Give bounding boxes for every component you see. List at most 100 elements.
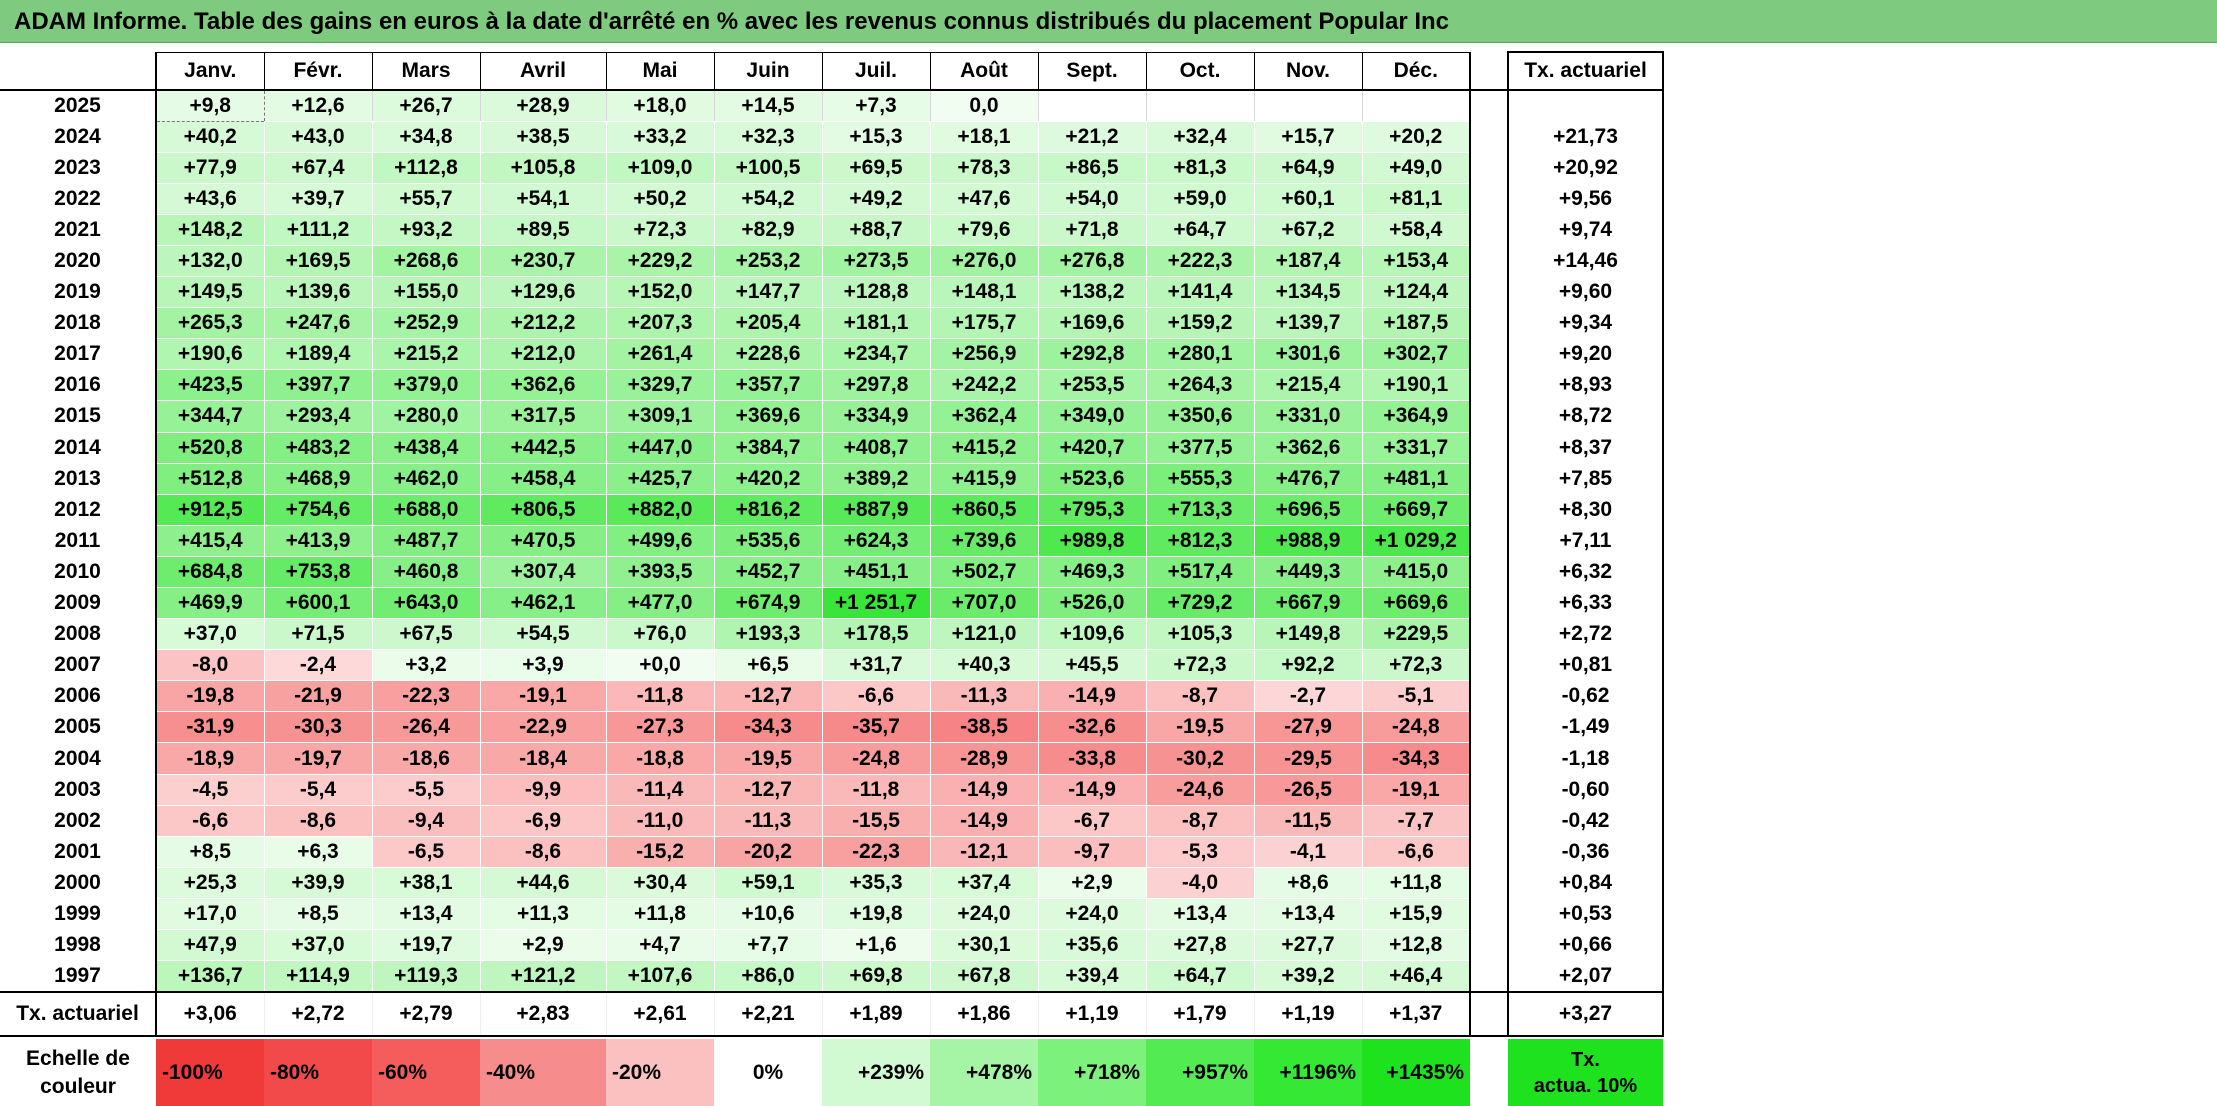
value-cell: -6,6: [1362, 836, 1471, 868]
value-cell: +124,4: [1362, 276, 1471, 309]
value-cell: -15,5: [822, 805, 931, 837]
value-cell: +28,9: [480, 88, 607, 122]
value-cell: -35,7: [822, 711, 931, 744]
value-cell: +297,8: [822, 369, 931, 402]
value-cell: +415,4: [156, 525, 265, 557]
value-cell: +415,2: [930, 432, 1039, 464]
value-cell: +67,2: [1254, 214, 1363, 246]
column-gap: [1469, 680, 1509, 712]
value-cell: -9,4: [372, 805, 481, 837]
value-cell: -9,7: [1038, 836, 1147, 868]
value-cell: -19,8: [156, 680, 265, 713]
value-cell: +14,5: [714, 88, 823, 122]
value-cell: +13,4: [1254, 898, 1363, 931]
value-cell: +397,7: [264, 369, 373, 402]
table-row: 2023 +77,9 +67,4 +112,8 +105,8 +109,0 +100,5 +6…: [0, 152, 1664, 184]
value-cell: +78,3: [930, 152, 1039, 184]
value-cell: -34,3: [714, 711, 823, 744]
value-cell: +147,7: [714, 276, 823, 309]
value-cell: +256,9: [930, 338, 1039, 371]
value-cell: +253,2: [714, 245, 823, 278]
value-cell: +46,4: [1362, 960, 1471, 993]
value-cell: +1 251,7: [822, 587, 931, 620]
value-cell: +39,2: [1254, 960, 1363, 993]
column-gap: [1469, 805, 1509, 837]
value-cell: +64,7: [1146, 960, 1255, 993]
tx-actuariel-header: Tx. actuariel: [1507, 51, 1664, 91]
value-cell: +517,4: [1146, 556, 1255, 589]
value-cell: +12,8: [1362, 929, 1471, 962]
scale-swatch: -60%: [372, 1039, 480, 1106]
value-cell: +882,0: [606, 494, 715, 526]
value-cell: +230,7: [480, 245, 607, 278]
value-cell: +35,6: [1038, 929, 1147, 962]
column-gap: [1469, 929, 1509, 961]
value-cell: +229,5: [1362, 618, 1471, 651]
value-cell: +261,4: [606, 338, 715, 371]
value-cell: +49,2: [822, 183, 931, 215]
value-cell: +369,6: [714, 400, 823, 433]
value-cell: +58,4: [1362, 214, 1471, 246]
value-cell: +753,8: [264, 556, 373, 589]
value-cell: +26,7: [372, 88, 481, 122]
value-cell: +54,5: [480, 618, 607, 651]
footer-value: +2,72: [264, 990, 373, 1037]
value-cell: -21,9: [264, 680, 373, 713]
value-cell: +7,7: [714, 929, 823, 962]
value-cell: +187,4: [1254, 245, 1363, 278]
value-cell: +331,0: [1254, 400, 1363, 433]
table-row: 2025 +9,8 +12,6 +26,7 +28,9 +18,0 +14,5 +7,3 0,0: [0, 88, 1664, 122]
value-cell: +189,4: [264, 338, 373, 371]
value-cell: -19,5: [1146, 711, 1255, 744]
value-cell: +107,6: [606, 960, 715, 993]
value-cell: -4,0: [1146, 867, 1255, 899]
value-cell: +462,0: [372, 463, 481, 495]
value-cell: +989,8: [1038, 525, 1147, 557]
month-header: Févr.: [263, 51, 373, 91]
value-cell: +754,6: [264, 494, 373, 526]
value-cell: +44,6: [480, 867, 607, 899]
value-cell: +523,6: [1038, 463, 1147, 495]
value-cell: +178,5: [822, 618, 931, 651]
value-cell: -12,1: [930, 836, 1039, 868]
tx-actuariel-cell: +6,32: [1508, 556, 1664, 588]
value-cell: [1362, 88, 1471, 122]
value-cell: -26,4: [372, 711, 481, 744]
value-cell: +413,9: [264, 525, 373, 557]
value-cell: -6,5: [372, 836, 481, 868]
value-cell: +988,9: [1254, 525, 1363, 557]
value-cell: +69,5: [822, 152, 931, 184]
value-cell: -14,9: [1038, 680, 1147, 713]
column-gap: [1469, 52, 1509, 90]
value-cell: +139,7: [1254, 307, 1363, 340]
corner-cell: [0, 52, 157, 90]
value-cell: +71,8: [1038, 214, 1147, 246]
value-cell: -28,9: [930, 742, 1039, 775]
column-gap: [1469, 494, 1509, 526]
value-cell: +10,6: [714, 898, 823, 931]
value-cell: +109,6: [1038, 618, 1147, 651]
column-gap: [1469, 898, 1509, 930]
value-cell: +362,4: [930, 400, 1039, 433]
value-cell: +64,7: [1146, 214, 1255, 246]
scale-swatch: +239%: [822, 1039, 930, 1106]
value-cell: -26,5: [1254, 774, 1363, 806]
value-cell: -27,3: [606, 711, 715, 744]
value-cell: +111,2: [264, 214, 373, 246]
value-cell: +502,7: [930, 556, 1039, 589]
value-cell: -32,6: [1038, 711, 1147, 744]
value-cell: +212,0: [480, 338, 607, 371]
value-cell: +19,7: [372, 929, 481, 962]
value-cell: -8,6: [264, 805, 373, 837]
value-cell: +86,0: [714, 960, 823, 993]
value-cell: +47,6: [930, 183, 1039, 215]
table-row: 2017 +190,6 +189,4 +215,2 +212,0 +261,4 +228,6…: [0, 338, 1664, 371]
tx-actuariel-cell: +0,84: [1508, 867, 1664, 899]
tx-actuariel-cell: +7,11: [1508, 525, 1664, 557]
value-cell: +72,3: [1146, 649, 1255, 682]
value-cell: -6,6: [822, 680, 931, 713]
year-label: 2009: [0, 587, 157, 619]
value-cell: +181,1: [822, 307, 931, 340]
value-cell: +148,1: [930, 276, 1039, 309]
column-gap: [1469, 276, 1509, 308]
